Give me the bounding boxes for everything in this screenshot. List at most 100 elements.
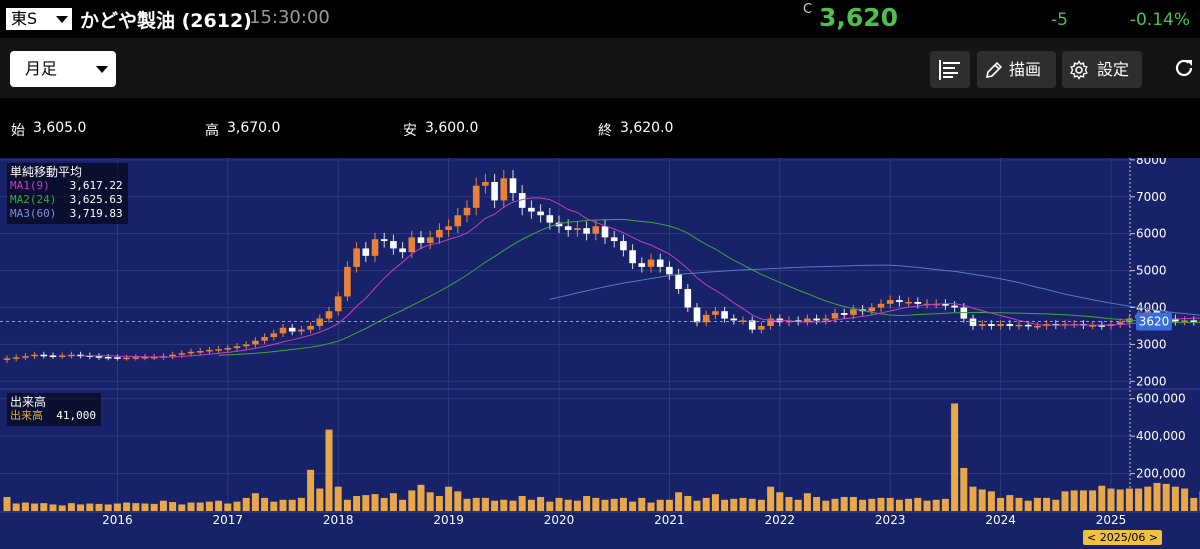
volume-bar: [95, 503, 103, 511]
volume-bar: [877, 497, 885, 511]
volume-bar: [325, 429, 333, 511]
candle-body: [629, 250, 636, 264]
y-tick-label: 4000: [1136, 300, 1167, 314]
last-price-tag: [1136, 312, 1172, 331]
candle-body: [426, 237, 434, 243]
candle-body: [362, 248, 370, 256]
candle-body: [1190, 320, 1198, 322]
volume-bar: [638, 497, 646, 511]
volume-bar: [1171, 486, 1179, 511]
volume-bar: [969, 486, 977, 511]
candle-body: [482, 181, 489, 186]
volume-bar: [123, 502, 131, 511]
refresh-icon[interactable]: [1172, 56, 1196, 80]
candle-body: [702, 314, 710, 323]
settings-button[interactable]: 設定: [1062, 51, 1142, 88]
candle-body: [656, 259, 664, 267]
volume-bar: [481, 497, 489, 511]
volume-bar: [270, 501, 278, 511]
x-tick-label: 2019: [433, 513, 464, 527]
candle-body: [693, 307, 701, 323]
volume-bar: [445, 486, 453, 511]
volume-bar: [840, 496, 848, 511]
candle-body: [712, 311, 719, 315]
volume-bar: [12, 503, 20, 511]
volume-bar: [233, 501, 241, 511]
volume-bar: [1052, 499, 1060, 511]
volume-bar: [711, 494, 719, 511]
volume-bar: [776, 492, 784, 511]
volume-bar: [307, 469, 315, 511]
volume-bar: [435, 496, 443, 511]
indicator-list-button[interactable]: [930, 51, 970, 88]
candle-body: [233, 346, 241, 349]
candle-body: [334, 296, 342, 312]
volume-legend: 出来高 出来高 41,000: [7, 393, 101, 426]
x-tick-label: 2023: [875, 513, 906, 527]
candle-body: [509, 178, 517, 194]
volume-bar: [205, 501, 213, 511]
ma1-line: [80, 197, 1200, 358]
candle-body: [1172, 318, 1179, 322]
draw-button[interactable]: 描画: [977, 51, 1056, 88]
y-tick-label: 400,000: [1136, 429, 1186, 443]
gear-icon: [1070, 60, 1088, 80]
market-label: 東S: [11, 9, 38, 28]
chart-area[interactable]: 2016 2017 2018 2019 2020 2021 2022 2023 2024 2025…: [0, 158, 1200, 549]
volume-bar: [334, 486, 342, 511]
market-select[interactable]: 東S: [6, 8, 72, 30]
candle-body: [1181, 320, 1188, 322]
volume-bar: [141, 503, 149, 511]
x-tick-label: 2025: [1096, 513, 1127, 527]
volume-bar: [895, 499, 903, 511]
volume-bar: [1162, 483, 1170, 511]
volume-bar: [721, 499, 729, 511]
volume-bar: [960, 467, 968, 511]
volume-bar: [675, 492, 683, 511]
volume-legend-title: 出来高: [10, 395, 47, 409]
volume-bar: [546, 501, 554, 511]
chevron-down-icon: [56, 16, 68, 23]
volume-bar: [343, 499, 351, 511]
candle-body: [942, 303, 949, 306]
candle-body: [196, 351, 204, 353]
volume-bar: [767, 486, 775, 511]
volume-bar: [868, 498, 876, 511]
candle-body: [325, 311, 333, 319]
candle-body: [546, 215, 554, 223]
pencil-icon: [985, 61, 1003, 79]
candle-body: [601, 226, 609, 238]
candle-body: [730, 318, 738, 321]
bars-icon: [939, 60, 960, 80]
candle-body: [206, 349, 213, 352]
candle-body: [850, 309, 857, 315]
candle-body: [68, 354, 75, 357]
ma2-label: MA2(24): [10, 193, 57, 206]
candle-body: [242, 344, 250, 347]
candle-body: [684, 289, 692, 308]
volume-bar: [1144, 486, 1152, 511]
y-tick-label: 8000: [1136, 158, 1167, 167]
current-date-marker[interactable]: < 2025/06 >: [1083, 530, 1163, 545]
ma-legend: 単純移動平均 MA1(9) 3,617.22 MA2(24) 3,625.63 …: [7, 163, 128, 224]
period-select[interactable]: 月足: [10, 51, 116, 87]
candle-body: [445, 226, 452, 230]
volume-bar: [49, 504, 57, 511]
candle-body: [1098, 325, 1106, 327]
draw-label: 描画: [1009, 60, 1042, 79]
candle-body: [178, 353, 186, 355]
candle-body: [279, 327, 287, 334]
volume-bar: [748, 498, 756, 511]
volume-bar: [132, 503, 140, 511]
candle-body: [436, 229, 443, 238]
ma1-label: MA1(9): [10, 179, 50, 192]
x-tick-label: 2016: [102, 513, 133, 527]
volume-bar: [86, 503, 94, 511]
candle-body: [288, 327, 296, 332]
volume-bar: [261, 497, 269, 511]
candle-body: [831, 313, 839, 319]
candlestick-chart[interactable]: 2016 2017 2018 2019 2020 2021 2022 2023 2024 2025…: [0, 158, 1200, 549]
volume-bar: [279, 499, 287, 511]
volume-bar: [113, 503, 121, 511]
x-tick-label: 2022: [765, 513, 796, 527]
